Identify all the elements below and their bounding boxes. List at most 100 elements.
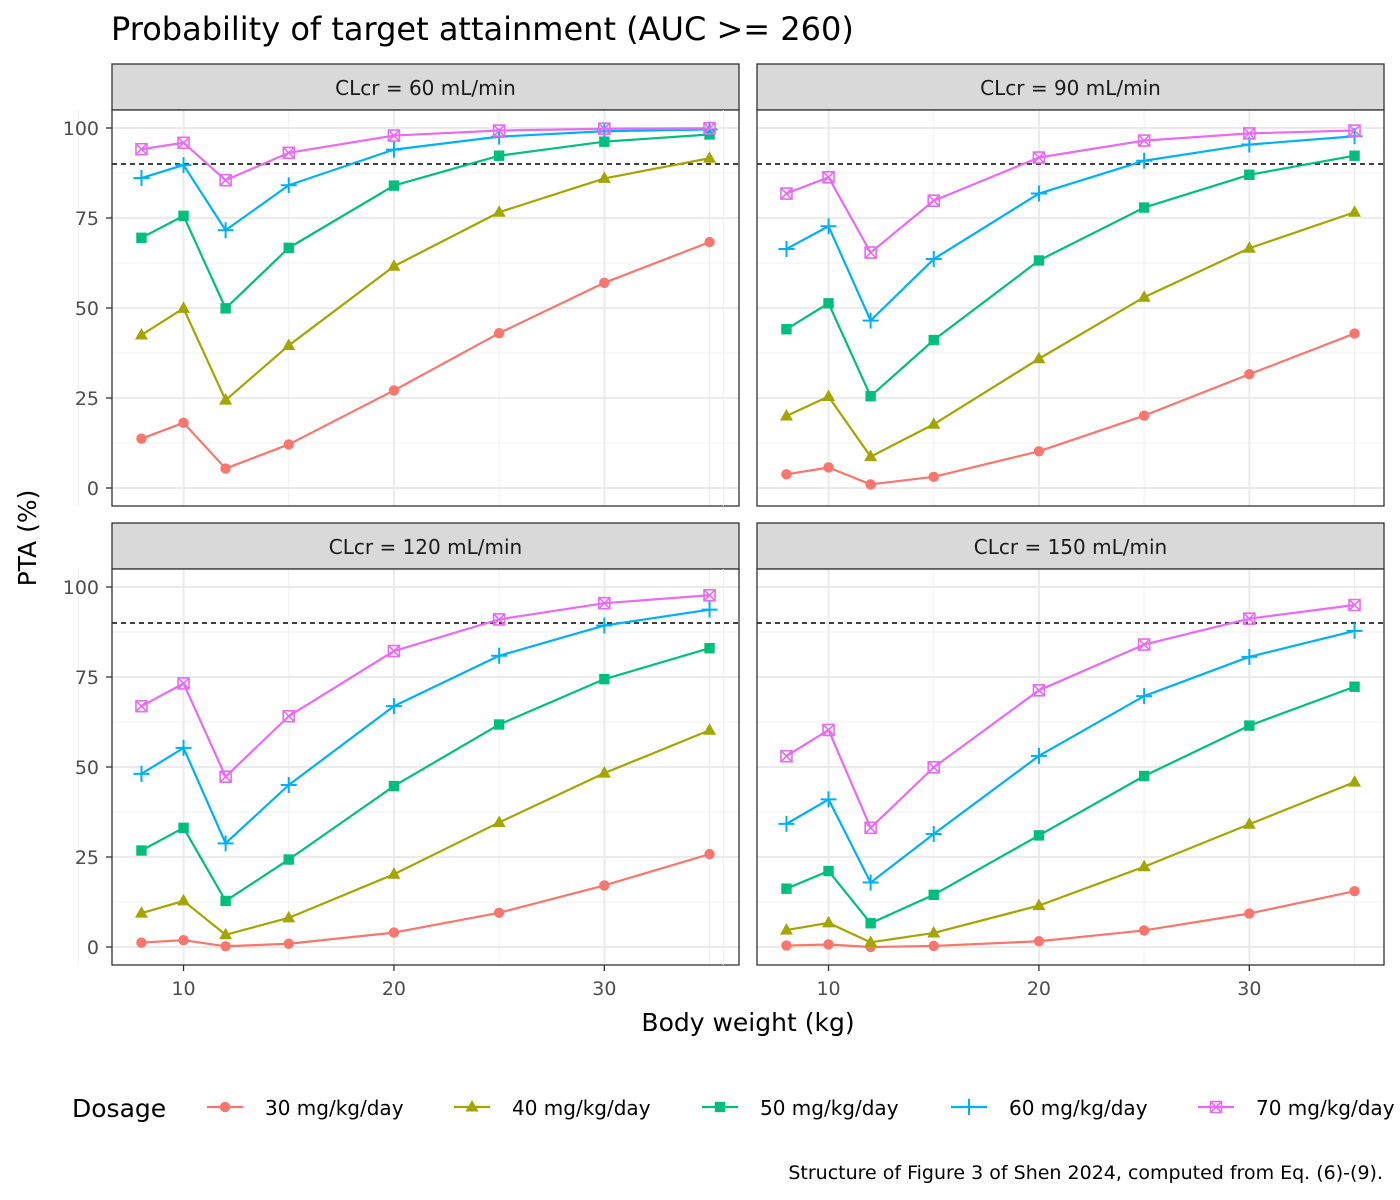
data-point: [219, 927, 233, 940]
data-point: [703, 588, 716, 602]
data-point: [1346, 622, 1363, 639]
data-point: [136, 845, 147, 856]
data-point: [135, 142, 148, 156]
y-tick-label: 50: [75, 757, 99, 779]
data-point: [177, 677, 190, 690]
series-line: [141, 128, 710, 232]
x-tick-label: 30: [592, 978, 616, 1000]
legend-entry: 40 mg/kg/day: [454, 1096, 651, 1120]
data-point: [283, 439, 294, 450]
data-point: [492, 124, 506, 137]
data-point: [280, 177, 297, 194]
data-point: [1243, 127, 1256, 140]
data-point: [282, 338, 296, 350]
data-point: [1242, 817, 1256, 829]
data-point: [597, 766, 611, 778]
data-point: [219, 173, 232, 187]
y-tick-label: 25: [75, 388, 99, 410]
facet-strip-label: CLcr = 150 mL/min: [974, 535, 1167, 559]
data-point: [1032, 898, 1046, 911]
data-point: [822, 389, 836, 402]
data-point: [779, 923, 793, 935]
data-point: [778, 240, 795, 257]
series-line: [140, 157, 710, 402]
data-point: [1033, 830, 1045, 841]
series-line: [140, 133, 710, 310]
data-point: [781, 324, 792, 335]
data-point: [928, 889, 939, 900]
data-point: [864, 246, 877, 259]
data-point: [597, 171, 611, 183]
data-point: [1244, 908, 1255, 919]
data-point: [175, 157, 192, 174]
data-point: [177, 136, 190, 150]
data-point: [177, 893, 191, 906]
data-point: [780, 749, 793, 763]
data-point: [385, 141, 402, 158]
legend-label: 70 mg/kg/day: [1256, 1096, 1395, 1120]
data-point: [927, 194, 941, 208]
data-point: [927, 417, 941, 429]
data-point: [865, 918, 876, 929]
data-point: [1136, 152, 1153, 169]
data-point: [823, 298, 834, 309]
legend-title: Dosage: [72, 1094, 166, 1123]
legend-label: 40 mg/kg/day: [512, 1096, 651, 1120]
series-line: [140, 647, 710, 903]
facet-panel: CLcr = 90 mL/min: [722, 63, 1385, 507]
data-point: [703, 723, 717, 735]
data-point: [220, 941, 231, 952]
data-point: [596, 617, 613, 634]
data-point: [387, 259, 401, 271]
legend-entry: 30 mg/kg/day: [207, 1096, 404, 1120]
data-point: [1244, 169, 1255, 180]
data-point: [217, 222, 234, 239]
y-tick-label: 100: [63, 118, 99, 140]
data-point: [599, 277, 610, 288]
legend-entry: 50 mg/kg/day: [702, 1096, 899, 1120]
data-point: [704, 643, 715, 654]
data-point: [865, 479, 876, 490]
data-point: [1030, 747, 1047, 764]
y-tick-label: 75: [75, 208, 99, 230]
data-point: [781, 469, 792, 480]
data-point: [220, 895, 231, 907]
legend-entry: 70 mg/kg/day: [1198, 1096, 1395, 1120]
y-tick-label: 75: [75, 667, 99, 689]
legend-key-marker: [465, 1100, 479, 1112]
data-point: [217, 835, 234, 852]
series-line: [786, 890, 1355, 949]
facet-panel: CLcr = 60 mL/min 0 25 50 75 100: [63, 63, 740, 507]
data-point: [864, 821, 877, 835]
data-point: [1032, 151, 1046, 164]
data-point: [219, 770, 232, 784]
x-tick-label: 30: [1237, 978, 1261, 1000]
data-point: [387, 644, 401, 658]
series-line: [786, 129, 1355, 254]
facet-strip: [756, 63, 1385, 111]
data-point: [283, 938, 294, 949]
panel-border: [756, 109, 1385, 507]
data-point: [385, 698, 402, 715]
data-point: [822, 723, 835, 737]
chart-caption: Structure of Figure 3 of Shen 2024, comp…: [788, 1162, 1383, 1184]
data-point: [1348, 775, 1362, 787]
chart-title: Probability of target attainment (AUC >=…: [111, 10, 854, 48]
data-point: [820, 218, 837, 235]
data-point: [823, 865, 834, 877]
data-point: [493, 907, 505, 918]
data-point: [493, 150, 505, 161]
facet-strip-label: CLcr = 60 mL/min: [335, 76, 516, 100]
data-point: [1033, 255, 1045, 266]
legend-label: 60 mg/kg/day: [1009, 1096, 1148, 1120]
data-point: [492, 613, 506, 626]
data-point: [1136, 688, 1153, 705]
series-line: [141, 853, 710, 948]
legend-key-marker: [219, 1101, 231, 1113]
data-point: [703, 122, 716, 135]
data-point: [280, 777, 297, 793]
data-point: [220, 303, 231, 314]
series-line: [786, 332, 1355, 486]
series-line: [785, 629, 1355, 884]
data-point: [1242, 241, 1256, 253]
